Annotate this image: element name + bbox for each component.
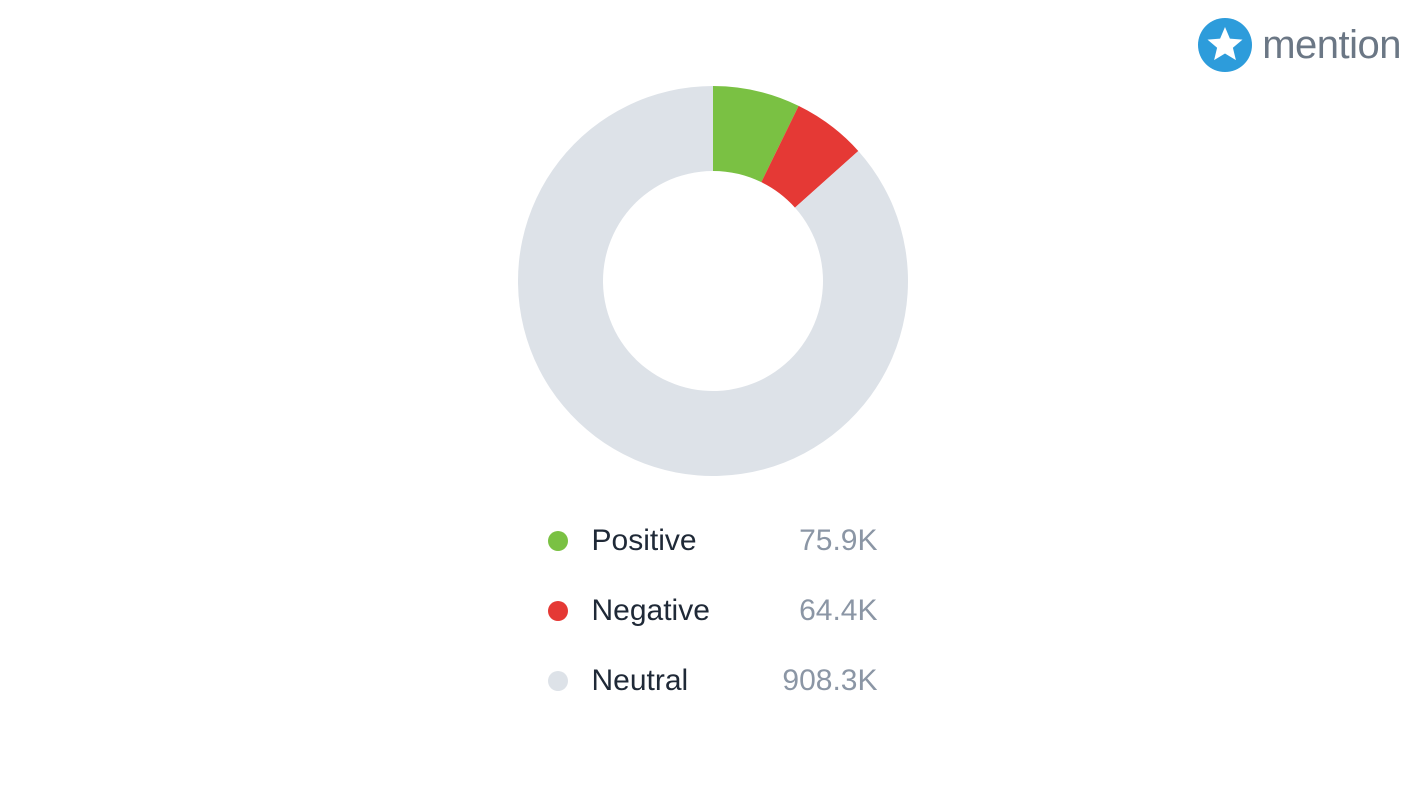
legend-value-positive: 75.9K [799,524,877,558]
brand-name: mention [1262,23,1401,68]
chart-legend: Positive 75.9K Negative 64.4K Neutral 90… [548,524,878,698]
legend-label-negative: Negative [592,594,800,628]
legend-row-positive: Positive 75.9K [548,524,878,558]
legend-value-neutral: 908.3K [782,664,877,698]
brand-logo: mention [1198,18,1401,72]
legend-row-neutral: Neutral 908.3K [548,664,878,698]
legend-dot-neutral [548,671,568,691]
legend-dot-negative [548,601,568,621]
legend-label-neutral: Neutral [592,664,783,698]
donut-chart [518,86,908,476]
legend-row-negative: Negative 64.4K [548,594,878,628]
star-circle-icon [1198,18,1252,72]
sentiment-chart: Positive 75.9K Negative 64.4K Neutral 90… [518,86,908,698]
legend-value-negative: 64.4K [799,594,877,628]
legend-label-positive: Positive [592,524,800,558]
legend-dot-positive [548,531,568,551]
